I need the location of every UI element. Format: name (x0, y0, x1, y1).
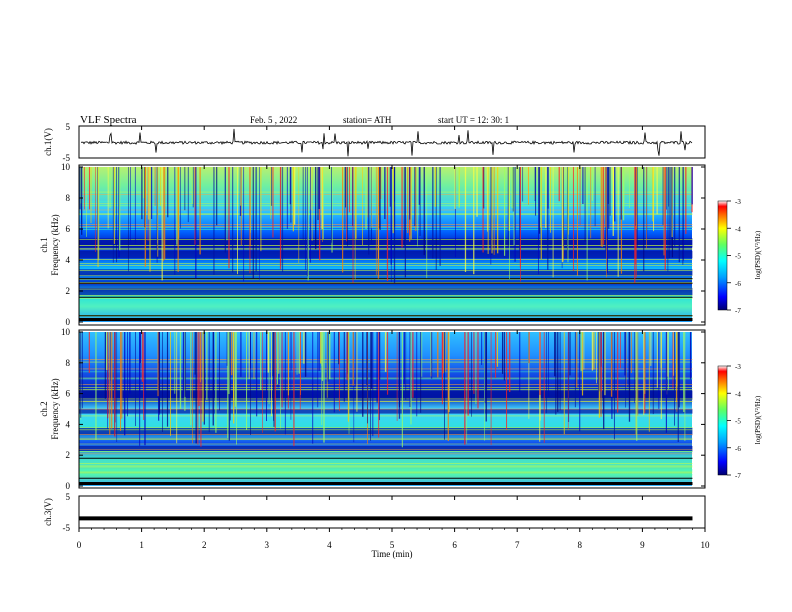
ch2-colorbar-tick-label: -5 (735, 418, 741, 426)
dark-band (79, 409, 693, 414)
figure-title: VLF Spectra (80, 114, 137, 126)
x-tick-label: 2 (202, 540, 207, 550)
ch2-colorbar-tick-label: -4 (735, 390, 741, 398)
ch2-freq-ytick-label: 6 (66, 389, 71, 399)
ch1-waveform-panel: 5 -5 ch.1(V) (43, 122, 706, 163)
ch2-spec-ylabel-frequency: Frequency (kHz) (50, 378, 60, 439)
baseline-band (79, 482, 693, 485)
ch2-freq-ytick-label: 8 (66, 358, 71, 368)
dark-band (79, 269, 693, 276)
x-tick-label: 9 (640, 540, 645, 550)
x-tick-label: 3 (265, 540, 270, 550)
ch1-spec-ylabel-frequency: Frequency (kHz) (50, 214, 60, 275)
ch3-ylabel: ch.3(V) (43, 498, 53, 526)
ch1-freq-ytick-label: 6 (66, 224, 71, 234)
x-tick-label: 0 (77, 540, 82, 550)
station-label: station= ATH (343, 115, 392, 125)
ch3-waveform-panel: 5 -5 ch.3(V) (43, 492, 706, 533)
ch2-freq-ytick-label: 2 (66, 450, 71, 460)
time-axis-label: Time (min) (372, 549, 413, 559)
ch2-frequency-ticks: 0 2 4 6 8 10 (61, 327, 705, 491)
date-label: Feb. 5 , 2022 (250, 115, 297, 125)
ch1-freq-ytick-label: 2 (66, 286, 71, 296)
ch2-colorbar-tick-label: -6 (735, 445, 741, 453)
ch2-freq-ytick-label: 10 (61, 327, 71, 337)
ch1-ytick-bottom: -5 (63, 153, 71, 163)
ch2-colorbar-tick-label: -3 (735, 363, 741, 371)
ch1-waveform-line (80, 128, 693, 157)
ch1-waveform-trace (80, 128, 693, 157)
dark-band (79, 287, 693, 296)
ch2-freq-ytick-label: 0 (66, 481, 71, 491)
ch1-freq-ytick-label: 0 (66, 317, 71, 327)
ch2-spectrogram-features (79, 332, 693, 485)
ch1-spec-ylabel-channel: ch.1 (39, 237, 49, 252)
ch2-colorbar-tick-label: -7 (735, 472, 741, 480)
x-tick-label: 8 (578, 540, 583, 550)
ch1-colorbar-tick-label: -4 (735, 225, 741, 233)
time-axis: 0 1 2 3 4 5 6 7 8 9 10 (77, 126, 710, 550)
ch1-freq-ytick-label: 8 (66, 193, 71, 203)
ch1-colorbar-tick-label: -6 (735, 280, 741, 288)
x-tick-label: 10 (701, 540, 711, 550)
x-tick-label: 1 (139, 540, 144, 550)
dark-band (79, 445, 693, 453)
dark-band (79, 238, 693, 248)
ch1-colorbar-tick-label: -5 (735, 253, 741, 261)
ch1-spectrogram-panel: 0 2 4 6 8 10 ch.1 Frequency (kHz) (39, 162, 706, 327)
baseline-band (79, 318, 693, 321)
ch1-colorbar-tick-label: -3 (735, 198, 741, 206)
ch1-colorbar-tick-label: -7 (735, 307, 741, 315)
ch2-spec-ylabel-channel: ch.2 (39, 401, 49, 416)
ch1-ytick-top: 5 (66, 122, 71, 132)
x-tick-label: 7 (515, 540, 520, 550)
ch1-frequency-ticks: 0 2 4 6 8 10 (61, 162, 705, 327)
dark-band (79, 427, 693, 436)
ch1-spectrogram-features (79, 167, 693, 321)
ch3-ytick-bottom: -5 (63, 523, 71, 533)
x-tick-label: 6 (452, 540, 457, 550)
ch2-freq-ytick-label: 4 (66, 419, 71, 429)
ch2-colorbar-label: log(PSD)(V²/Hz) (754, 395, 762, 444)
ch1-colorbar: -3 -4 -5 -6 -7 log(PSD)(V²/Hz) (717, 198, 762, 315)
ch1-freq-ytick-label: 10 (61, 162, 71, 172)
ch1-ylabel: ch.1(V) (43, 128, 53, 156)
ch1-colorbar-label: log(PSD)(V²/Hz) (754, 230, 762, 279)
x-tick-label: 5 (390, 540, 395, 550)
ch2-spectrogram-panel: 0 2 4 6 8 10 ch.2 Frequency (kHz) (39, 327, 706, 491)
x-tick-label: 4 (327, 540, 332, 550)
start-time-label: start UT = 12: 30: 1 (438, 115, 509, 125)
dark-band (79, 390, 693, 400)
ch3-ytick-top: 5 (66, 492, 71, 502)
ch2-colorbar: -3 -4 -5 -6 -7 log(PSD)(V²/Hz) (717, 363, 762, 480)
dark-band (79, 250, 693, 259)
ch1-freq-ytick-label: 4 (66, 255, 71, 265)
